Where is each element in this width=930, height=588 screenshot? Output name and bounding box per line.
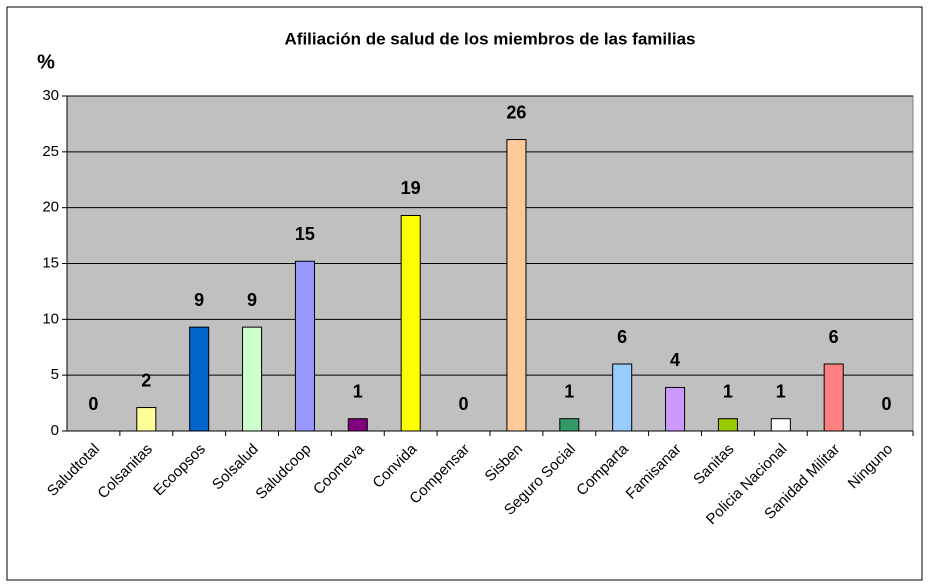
data-label: 0 [882,394,892,414]
y-tick-label: 0 [51,422,59,439]
data-label: 4 [670,350,680,370]
data-label: 26 [506,102,526,122]
data-label: 6 [617,327,627,347]
data-label: 2 [141,370,151,390]
y-tick-label: 15 [42,254,59,271]
bar [347,418,368,432]
bar [559,418,580,432]
data-label: 15 [295,224,315,244]
bar [400,214,421,432]
data-label: 9 [247,290,257,310]
data-label: 1 [564,381,574,401]
y-tick-label: 10 [42,310,59,327]
bar [506,139,527,432]
bar [665,386,686,432]
bar [717,418,738,432]
y-tick-label: 30 [42,87,59,104]
chart-title: Afiliación de salud de los miembros de l… [285,29,696,48]
data-label: 1 [723,381,733,401]
data-label: 0 [459,394,469,414]
y-tick-label: 5 [51,366,59,383]
bar [189,326,210,432]
bar [823,363,844,432]
y-tick-label: 25 [42,143,59,160]
bar [242,326,263,432]
bar [770,418,791,432]
y-axis-label: % [37,51,55,73]
data-label: 1 [776,381,786,401]
bar [294,260,315,432]
bar [136,407,157,432]
y-tick-label: 20 [42,199,59,216]
data-label: 1 [353,381,363,401]
bar [612,363,633,432]
data-label: 19 [401,178,421,198]
data-label: 6 [829,327,839,347]
data-label: 0 [88,394,98,414]
data-label: 9 [194,290,204,310]
